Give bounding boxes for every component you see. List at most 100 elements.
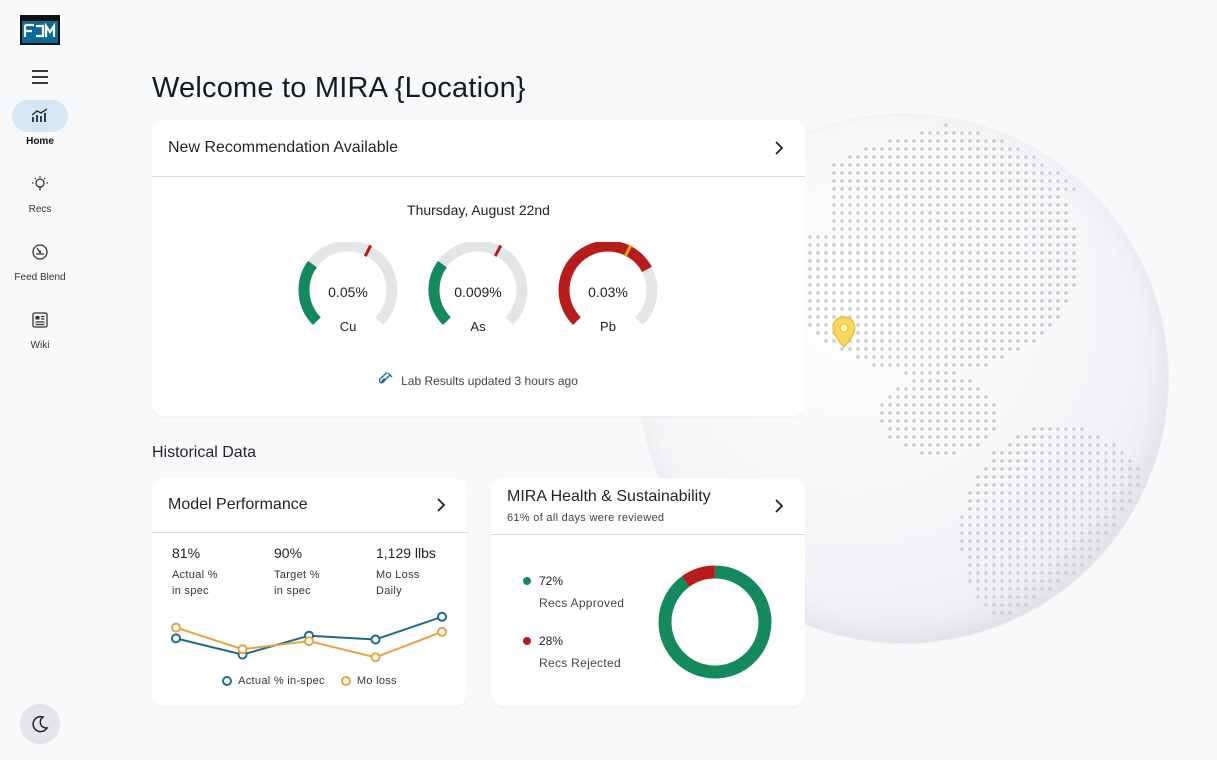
globe-dot [960,531,964,535]
globe-dot [864,315,868,319]
globe-dot [1056,451,1060,455]
globe-dot [928,187,932,191]
recommendation-title: New Recommendation Available [168,139,399,156]
sidebar-item-wiki[interactable]: Wiki [0,304,80,351]
globe-dot [880,267,884,271]
legend-item-actual: Actual % in-spec [222,675,325,687]
globe-dot [904,227,908,231]
recommendation-date: Thursday, August 22nd [407,202,550,218]
model-performance-header[interactable]: Model Performance [152,478,467,533]
sidebar-item-home[interactable]: Home [0,100,80,147]
globe-dot [1024,323,1028,327]
globe-dot [1112,459,1116,463]
globe-dot [896,275,900,279]
globe-dot [856,227,860,231]
globe-dot [888,347,892,351]
globe-dot [864,283,868,287]
globe-dot [944,147,948,151]
globe-dot [944,395,948,399]
globe-dot [1024,171,1028,175]
globe-dot [856,267,860,271]
chevron-right-icon[interactable] [431,495,451,515]
globe-dot [920,419,924,423]
globe-dot [936,203,940,207]
globe-dot [992,267,996,271]
recommendation-header[interactable]: New Recommendation Available [152,120,805,177]
globe-dot [824,243,828,247]
globe-dot [968,555,972,559]
globe-dot [872,283,876,287]
globe-dot [856,355,860,359]
location-pin-icon[interactable] [831,316,857,350]
globe-dot [1008,331,1012,335]
globe-dot [944,219,948,223]
gauge-pb[interactable]: 0.03% Pb [556,242,660,338]
globe-dot [904,155,908,159]
app-logo[interactable] [20,15,60,45]
globe-dot [928,307,932,311]
globe-dot [896,211,900,215]
globe-dot [920,243,924,247]
health-header[interactable]: MIRA Health & Sustainability 61% of all … [491,478,805,535]
globe-dot [864,339,868,343]
globe-dot [864,211,868,215]
globe-dot [984,251,988,255]
globe-dot [1000,355,1004,359]
globe-dot [864,235,868,239]
globe-dot [896,403,900,407]
globe-dot [816,275,820,279]
gauge-value: 0.05% [328,284,368,300]
globe-dot [1024,339,1028,343]
globe-dot [1016,475,1020,479]
globe-dot [816,283,820,287]
globe-dot [984,155,988,159]
globe-dot [952,427,956,431]
moon-icon[interactable] [20,704,60,744]
sidebar-item-feed-blend[interactable]: Feed Blend [0,236,80,283]
globe-dot [944,291,948,295]
globe-dot [992,483,996,487]
gauge-as[interactable]: 0.009% As [426,242,530,338]
globe-dot [960,539,964,543]
globe-dot [1064,563,1068,567]
globe-dots [784,123,1140,615]
globe-dot [968,283,972,287]
test-tube-icon [378,371,393,389]
globe-dot [824,307,828,311]
globe-dot [1016,171,1020,175]
sidebar-item-recs[interactable]: Recs [0,168,80,215]
globe-dot [1088,547,1092,551]
globe-dot [856,171,860,175]
globe-dot [1024,203,1028,207]
globe-dot [920,307,924,311]
globe-dot [1128,467,1132,471]
globe-dot [856,275,860,279]
globe-dot [872,163,876,167]
globe-dot [1000,299,1004,303]
globe-dot [1032,283,1036,287]
menu-icon[interactable] [26,64,54,90]
chevron-right-icon[interactable] [769,138,789,158]
globe-dot [1096,531,1100,535]
chart-icon [12,100,68,132]
globe-dot [880,331,884,335]
globe-dot [1024,211,1028,215]
globe-dot [1072,283,1076,287]
globe-dot [936,395,940,399]
globe-dot [1024,443,1028,447]
globe-dot [1008,179,1012,183]
globe-dot [1048,483,1052,487]
globe-dot [1048,267,1052,271]
gauge-cu[interactable]: 0.05% Cu [296,242,400,338]
globe-dot [872,219,876,223]
globe-dot [896,259,900,263]
globe-dot [984,259,988,263]
chevron-right-icon[interactable] [769,496,789,516]
globe-dot [1000,579,1004,583]
globe-dot [1064,515,1068,519]
globe-dot [976,475,980,479]
globe-dot [896,435,900,439]
globe-dot [904,147,908,151]
globe-dot [1032,171,1036,175]
globe-dot [1032,251,1036,255]
